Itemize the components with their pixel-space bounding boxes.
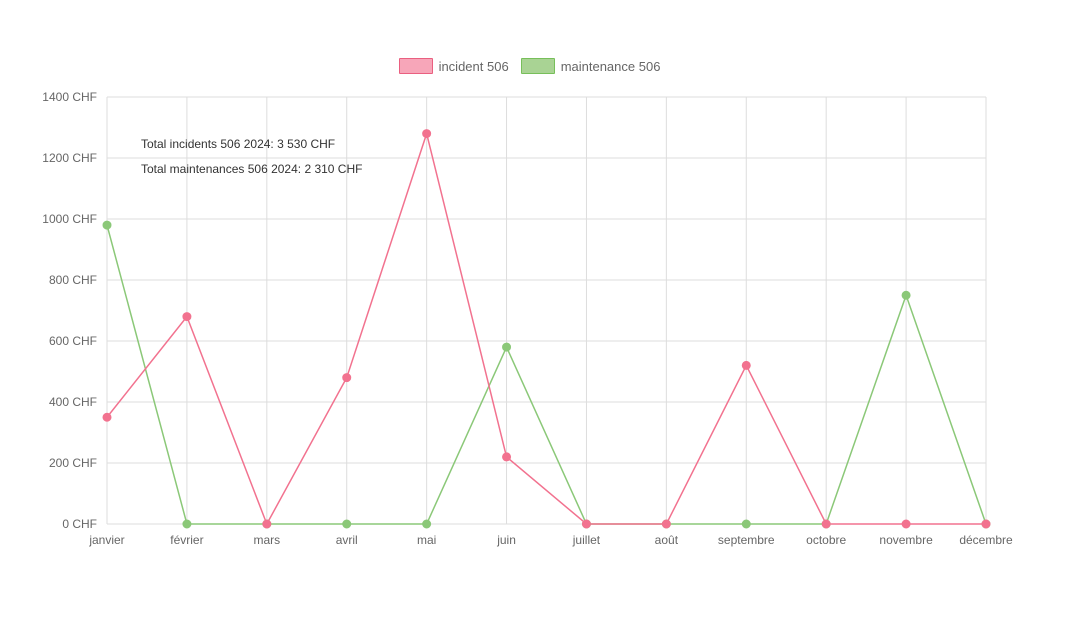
svg-text:400 CHF: 400 CHF: [49, 395, 97, 409]
svg-text:décembre: décembre: [959, 533, 1013, 547]
svg-text:avril: avril: [336, 533, 358, 547]
svg-text:janvier: janvier: [88, 533, 124, 547]
svg-text:octobre: octobre: [806, 533, 846, 547]
svg-text:juin: juin: [496, 533, 516, 547]
svg-text:800 CHF: 800 CHF: [49, 273, 97, 287]
svg-text:200 CHF: 200 CHF: [49, 456, 97, 470]
svg-text:février: février: [170, 533, 203, 547]
svg-text:septembre: septembre: [718, 533, 775, 547]
svg-text:600 CHF: 600 CHF: [49, 334, 97, 348]
svg-text:1000 CHF: 1000 CHF: [42, 212, 97, 226]
svg-text:mars: mars: [253, 533, 280, 547]
svg-text:août: août: [655, 533, 679, 547]
svg-text:1200 CHF: 1200 CHF: [42, 151, 97, 165]
svg-text:1400 CHF: 1400 CHF: [42, 90, 97, 104]
svg-text:juillet: juillet: [572, 533, 601, 547]
svg-text:mai: mai: [417, 533, 436, 547]
svg-text:0 CHF: 0 CHF: [62, 517, 97, 531]
svg-text:novembre: novembre: [879, 533, 933, 547]
